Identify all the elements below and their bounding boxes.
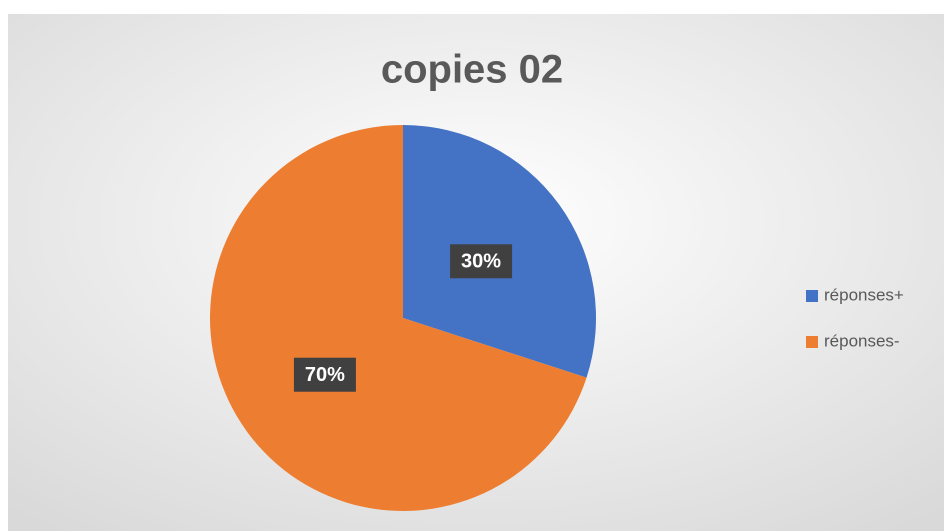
legend-label: réponses- bbox=[824, 331, 900, 350]
legend-swatch bbox=[806, 290, 818, 302]
chart-title: copies 02 bbox=[381, 48, 563, 92]
data-label-box bbox=[450, 244, 513, 279]
pie-slice bbox=[209, 125, 587, 511]
legend-label: réponses+ bbox=[824, 285, 904, 304]
data-label: 30% bbox=[461, 251, 501, 273]
legend-swatch bbox=[806, 336, 818, 348]
data-label-box bbox=[293, 357, 356, 392]
data-label: 70% bbox=[305, 364, 345, 386]
